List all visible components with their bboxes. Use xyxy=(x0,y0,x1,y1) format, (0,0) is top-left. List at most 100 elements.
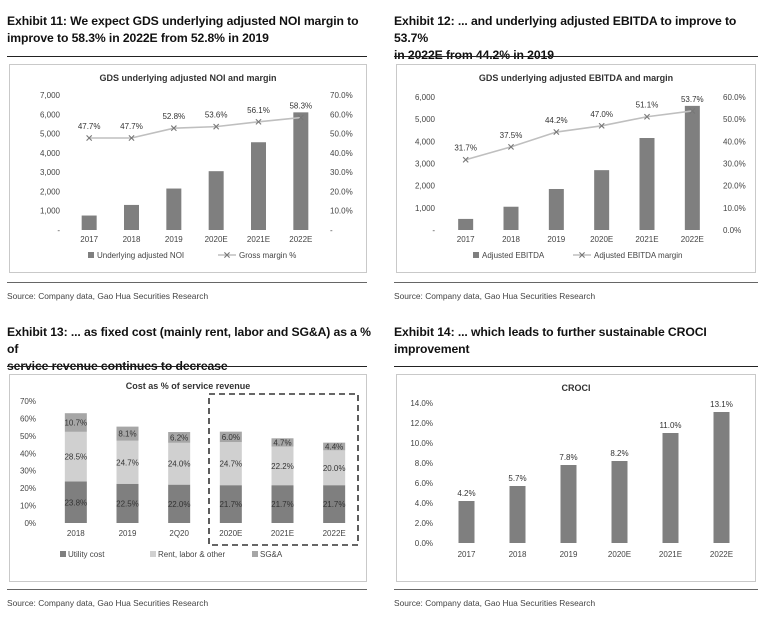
y-tick-label: 2,000 xyxy=(415,182,436,191)
stacked-segment xyxy=(219,442,242,486)
stacked-segment xyxy=(116,440,139,484)
line-point xyxy=(255,118,262,125)
line-point xyxy=(213,123,220,130)
exhibit-12-chart-frame: GDS underlying adjusted EBITDA and margi… xyxy=(396,64,756,273)
y-tick-label: 4.0% xyxy=(415,499,433,508)
line-point xyxy=(508,143,514,150)
y-tick-label: 2,000 xyxy=(40,187,61,196)
segment-data-label: 4.7% xyxy=(273,438,291,447)
stacked-segment xyxy=(323,450,346,486)
segment-data-label: 21.7% xyxy=(271,500,294,509)
y2-tick-label: 50.0% xyxy=(723,115,746,124)
segment-data-label: 22.5% xyxy=(116,499,139,508)
exhibit-14-title: Exhibit 14: ... which leads to further s… xyxy=(394,324,707,358)
exhibit-11-source-rule xyxy=(7,282,367,283)
segment-data-label: 24.7% xyxy=(219,460,242,469)
segment-data-label: 21.7% xyxy=(219,500,242,509)
legend-swatch-bar xyxy=(88,252,94,258)
y-tick-label: 4,000 xyxy=(40,149,61,158)
bar xyxy=(251,142,266,230)
exhibit-12-source-rule xyxy=(394,282,758,283)
bar xyxy=(509,486,526,543)
y2-tick-label: 20.0% xyxy=(723,182,746,191)
cost-pct-chart: Cost as % of service revenue 0% 10% 20% 30% 4… xyxy=(20,381,359,559)
stacked-segment xyxy=(219,431,242,443)
legend-label: Adjusted EBITDA margin xyxy=(594,251,682,260)
x-tick-label: 2021E xyxy=(635,235,658,244)
legend-label: Rent, labor & other xyxy=(158,550,225,559)
y-tick-label: 3,000 xyxy=(40,168,61,177)
line-point xyxy=(297,114,304,121)
exhibit-14-chart-frame: CROCI 0.0% 2.0% 4.0% 6.0% 8.0% 10.0% 12.0% 14.0%… xyxy=(396,374,756,582)
exhibit-12: Exhibit 12: ... and underlying adjusted … xyxy=(394,0,764,310)
stacked-segment xyxy=(116,426,139,441)
exhibit-14-source-rule xyxy=(394,589,758,590)
line-point xyxy=(86,135,93,141)
exhibit-13-rule xyxy=(7,366,367,367)
y2-tick-label: 0.0% xyxy=(723,226,741,235)
exhibit-12-title: Exhibit 12: ... and underlying adjusted … xyxy=(394,13,764,64)
y-tick-label: 0% xyxy=(24,519,36,528)
x-tick-label: 2021E xyxy=(247,235,270,244)
legend-label: Underlying adjusted NOI xyxy=(97,251,184,260)
exhibit-11-title: Exhibit 11: We expect GDS underlying adj… xyxy=(7,13,359,47)
line-data-label: 53.6% xyxy=(205,111,228,120)
line-data-label: 58.3% xyxy=(289,102,312,111)
legend-swatch-bar xyxy=(473,252,479,258)
line-data-label: 53.7% xyxy=(681,95,704,104)
x-tick-label: 2Q20 xyxy=(169,529,189,538)
bar xyxy=(293,112,309,230)
margin-line xyxy=(465,110,693,161)
x-tick-label: 2018 xyxy=(67,529,85,538)
line-data-label: 37.5% xyxy=(500,131,523,140)
line-data-label: 31.7% xyxy=(454,144,477,153)
line-point xyxy=(128,135,135,141)
x-tick-label: 2021E xyxy=(659,550,682,559)
y-tick-label: 70% xyxy=(20,397,36,406)
bar-data-label: 11.0% xyxy=(659,421,681,430)
y2-tick-label: 70.0% xyxy=(330,91,353,100)
exhibit-12-rule xyxy=(394,56,758,57)
y-tick-label: 6.0% xyxy=(415,479,433,488)
y-tick-label: 60% xyxy=(20,414,36,423)
y-tick-label: 10% xyxy=(20,502,36,511)
legend-label: Utility cost xyxy=(68,550,105,559)
x-tick-label: 2017 xyxy=(80,235,98,244)
exhibit-14: Exhibit 14: ... which leads to further s… xyxy=(394,318,764,618)
exhibit-14-rule xyxy=(394,366,758,367)
x-tick-label: 2020E xyxy=(608,550,631,559)
y2-tick-label: 10.0% xyxy=(723,204,746,213)
x-tick-label: 2017 xyxy=(457,235,475,244)
line-data-label: 44.2% xyxy=(545,116,568,125)
stacked-segment xyxy=(271,438,294,447)
chart-title: CROCI xyxy=(562,383,591,393)
exhibit-13: Exhibit 13: ... as fixed cost (mainly re… xyxy=(7,318,372,618)
segment-data-label: 28.5% xyxy=(64,453,87,462)
y-tick-label: 40% xyxy=(20,449,36,458)
line-data-label: 47.7% xyxy=(78,122,101,131)
y2-tick-label: - xyxy=(330,226,333,235)
exhibit-11: Exhibit 11: We expect GDS underlying adj… xyxy=(7,0,372,310)
segment-data-label: 21.7% xyxy=(323,500,346,509)
bar-data-label: 5.7% xyxy=(508,474,526,483)
y2-tick-label: 60.0% xyxy=(723,93,746,102)
stacked-segment xyxy=(168,484,191,523)
y2-tick-label: 30.0% xyxy=(330,168,353,177)
stacked-segment xyxy=(64,481,87,523)
line-point xyxy=(462,156,469,163)
x-tick-label: 2022E xyxy=(323,529,346,538)
x-tick-label: 2018 xyxy=(509,550,527,559)
segment-data-label: 6.2% xyxy=(170,433,188,442)
exhibit-13-source: Source: Company data, Gao Hua Securities… xyxy=(7,598,209,608)
x-tick-label: 2020E xyxy=(205,235,228,244)
exhibit-12-source: Source: Company data, Gao Hua Securities… xyxy=(394,291,596,301)
noi-margin-chart: GDS underlying adjusted NOI and margin - 1… xyxy=(40,73,353,260)
x-tick-label: 2020E xyxy=(219,529,242,538)
bar xyxy=(684,105,700,230)
y-tick-label: 0.0% xyxy=(415,539,433,548)
y2-tick-label: 50.0% xyxy=(330,130,353,139)
ebitda-margin-chart: GDS underlying adjusted EBITDA and margi… xyxy=(415,73,746,260)
bar xyxy=(208,171,224,230)
y2-tick-label: 60.0% xyxy=(330,110,353,119)
y-tick-label: 50% xyxy=(20,432,36,441)
